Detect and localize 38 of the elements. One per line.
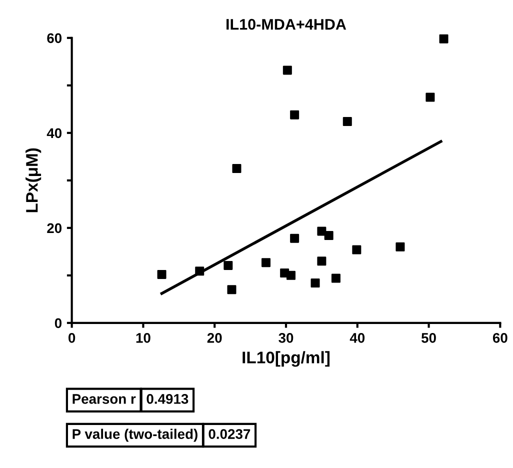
x-tick-label: 0 bbox=[68, 333, 76, 343]
text: Pearson r bbox=[72, 394, 136, 404]
text: 0.4913 bbox=[146, 394, 188, 404]
point bbox=[352, 245, 362, 254]
point bbox=[439, 34, 448, 44]
y-tick-label: 20 bbox=[47, 223, 62, 234]
point bbox=[262, 258, 271, 268]
point bbox=[310, 278, 320, 288]
point bbox=[317, 226, 326, 236]
point bbox=[227, 285, 236, 294]
point bbox=[324, 231, 334, 240]
point bbox=[290, 110, 300, 120]
point bbox=[331, 274, 340, 283]
point bbox=[232, 164, 242, 174]
x-tick-label: 20 bbox=[207, 333, 222, 343]
x-tick-label: 30 bbox=[278, 333, 294, 343]
point bbox=[317, 256, 326, 266]
point bbox=[396, 242, 405, 252]
point bbox=[195, 266, 204, 276]
point bbox=[224, 260, 233, 270]
x-tick-label: 60 bbox=[492, 333, 508, 343]
x-tick-label: 50 bbox=[421, 333, 436, 343]
point bbox=[290, 234, 300, 243]
text: P value (two-tailed) bbox=[72, 428, 198, 442]
y-axis-title: LPx(μM) bbox=[26, 148, 42, 212]
text: 0.0237 bbox=[208, 429, 250, 439]
x-tick-label: 40 bbox=[350, 333, 365, 343]
y-tick-label: 40 bbox=[46, 128, 62, 138]
point bbox=[342, 117, 352, 126]
x-axis-title: IL10[pg/ml] bbox=[242, 351, 330, 367]
point bbox=[157, 270, 166, 279]
y-tick-label: 0 bbox=[54, 318, 62, 328]
point bbox=[282, 66, 292, 75]
point bbox=[426, 92, 435, 102]
chart-title: IL10-MDA+4HDA bbox=[226, 18, 346, 30]
y-tick-label: 60 bbox=[47, 33, 62, 44]
x-tick-label: 10 bbox=[136, 333, 150, 343]
point bbox=[286, 270, 296, 280]
